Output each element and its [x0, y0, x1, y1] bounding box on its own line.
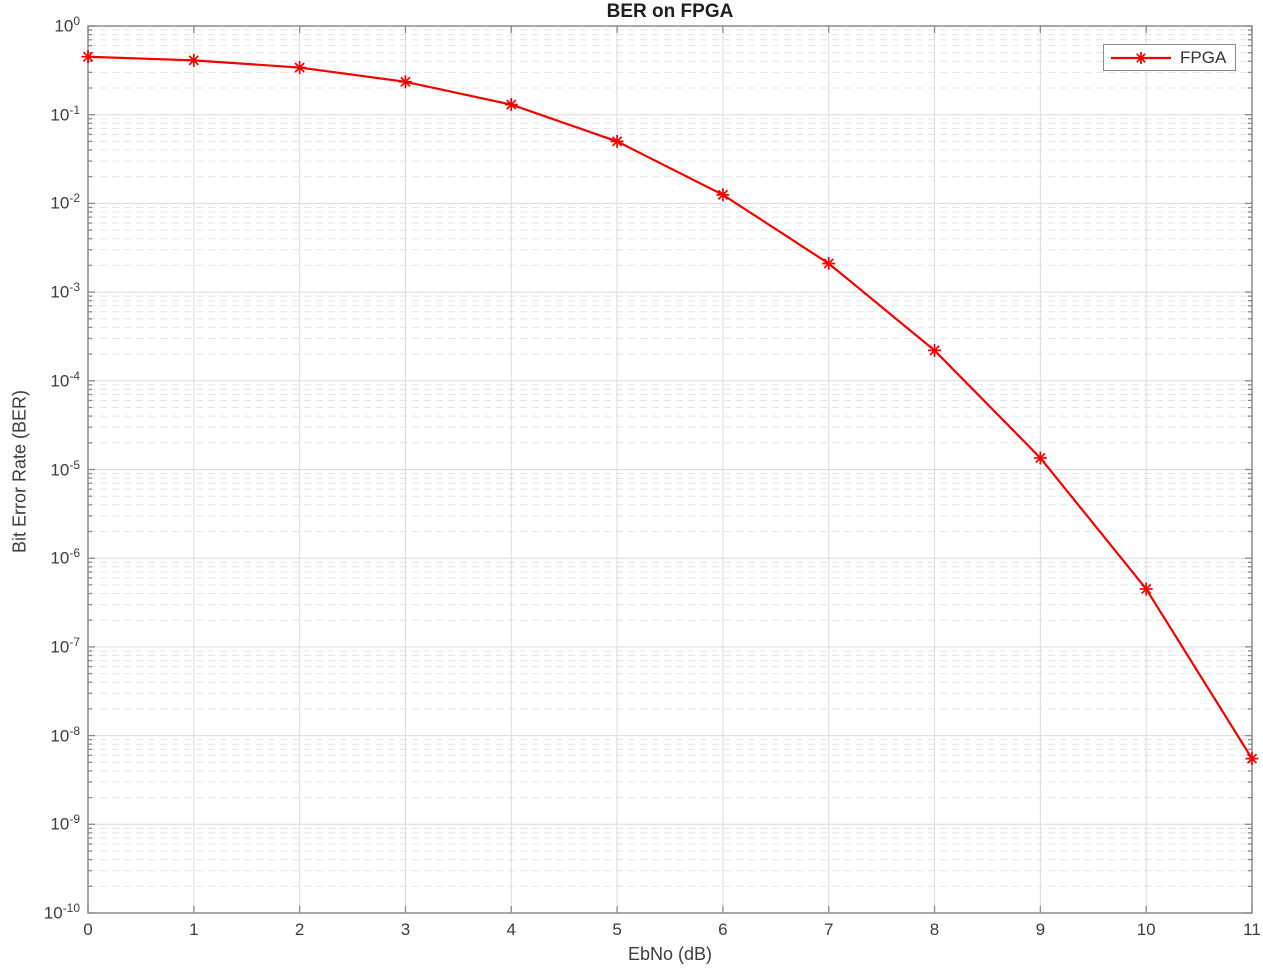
y-tick-label: 10-7	[50, 634, 80, 657]
chart-title: BER on FPGA	[606, 1, 734, 22]
x-tick-label: 2	[294, 920, 305, 939]
y-tick-label: 10-9	[50, 812, 80, 834]
x-axis-label: EbNo (dB)	[627, 944, 713, 964]
x-tick-label: 9	[1035, 920, 1046, 939]
series-line	[87, 55, 1253, 760]
minor-gridlines	[88, 29, 1252, 887]
legend-line-sample	[1111, 51, 1171, 64]
series-fpga	[81, 50, 1259, 766]
x-tick-label: 8	[929, 920, 940, 939]
x-tick-label: 5	[612, 920, 622, 939]
x-tick-label: 4	[506, 920, 516, 939]
y-tick-label: 10-3	[50, 280, 80, 302]
x-tick-label: 10	[1136, 920, 1156, 939]
major-gridlines	[88, 26, 1252, 913]
legend-item-label: FPGA	[1180, 47, 1227, 67]
y-tick-label: 10-8	[50, 723, 80, 746]
series-markers	[81, 50, 1259, 766]
y-tick-label: 10-5	[50, 457, 80, 480]
y-tick-label: 10-4	[50, 368, 80, 391]
x-tick-label: 11	[1243, 920, 1261, 939]
x-tick-label: 3	[400, 920, 411, 939]
y-tick-label: 10-10	[43, 901, 80, 923]
y-tick-label: 10-2	[50, 191, 80, 214]
x-tick-label: 1	[189, 920, 199, 939]
x-tick-label: 7	[823, 920, 834, 939]
tick-marks	[87, 25, 1253, 914]
y-tick-label: 10-6	[50, 546, 80, 568]
x-tick-label: 6	[718, 920, 728, 939]
y-tick-label: 10-1	[50, 102, 80, 125]
y-tick-label: 100	[54, 14, 80, 36]
legend: FPGA	[1103, 44, 1236, 71]
x-tick-label: 0	[83, 920, 93, 939]
